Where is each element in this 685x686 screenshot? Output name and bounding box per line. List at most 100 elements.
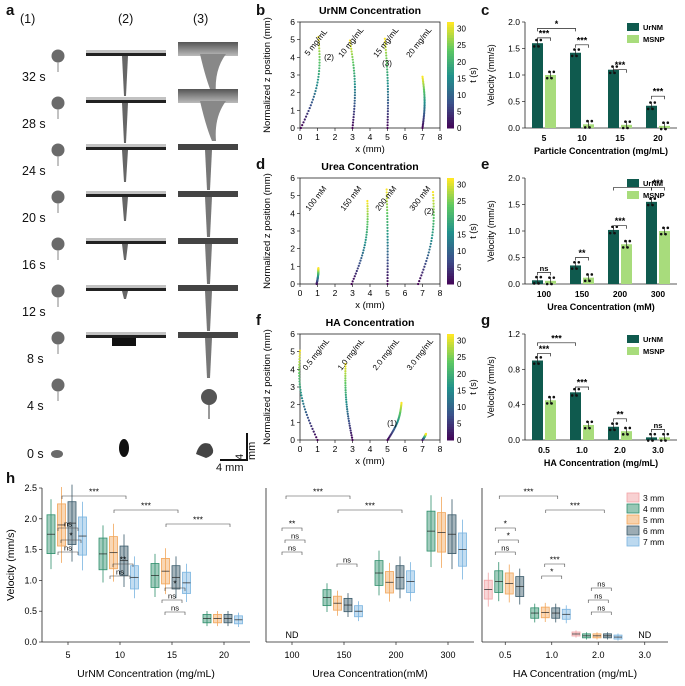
- data-point: [548, 395, 551, 399]
- colorbar-cell: [447, 241, 454, 245]
- trajectory-point: [351, 121, 355, 124]
- data-point: [649, 432, 652, 436]
- x-axis-label: UrNM Concentration (mg/mL): [77, 668, 215, 680]
- data-point: [621, 433, 625, 436]
- colorbar-tick-label: 5: [457, 263, 462, 272]
- data-point: [626, 433, 629, 436]
- trajectory-point: [298, 383, 301, 386]
- plume-col2: [112, 338, 136, 346]
- chart-b-urnm-trajectory: UrNM Concentration 0 1 2 3 4 5 6 7 8 0 1 2 3 4 5 6 x (mm)…: [262, 5, 478, 155]
- data-point: [575, 394, 578, 397]
- x-tick-label: 150: [336, 650, 351, 660]
- colorbar-cell: [447, 45, 454, 49]
- droplet-col1: [51, 331, 65, 345]
- significance-label: *: [504, 519, 508, 529]
- x-tick-label: 1.0: [576, 445, 588, 455]
- trajectory-point: [344, 365, 347, 368]
- data-point: [532, 362, 536, 365]
- y-tick-label: 0.0: [508, 435, 520, 445]
- trajectory-point: [386, 276, 389, 280]
- trajectory-point: [344, 389, 347, 392]
- data-point: [628, 426, 632, 430]
- trajectory-point: [363, 246, 366, 249]
- trajectory-point: [353, 102, 356, 105]
- significance-label: ns: [343, 556, 351, 565]
- colorbar-cell: [447, 183, 454, 187]
- data-point: [621, 246, 625, 249]
- trajectory-point: [422, 114, 426, 117]
- trajectory-point: [423, 102, 426, 106]
- colorbar-cell: [447, 389, 454, 393]
- trajectory-point: [344, 372, 347, 375]
- not-detected-label: ND: [638, 630, 651, 640]
- trajectory-point: [420, 274, 423, 277]
- x-tick-label: 100: [537, 289, 551, 299]
- trajectory-point: [316, 438, 319, 442]
- significance-label: ***: [193, 515, 204, 525]
- y-tick-label: 2.0: [24, 514, 37, 524]
- trajectory-point: [385, 188, 388, 191]
- colorbar-cell: [447, 185, 454, 190]
- bar-msnp: [545, 400, 556, 440]
- x-tick-label: 20: [653, 133, 663, 143]
- trajectory-point: [386, 82, 389, 85]
- trajectory-point: [419, 277, 422, 280]
- colorbar-cell: [447, 357, 454, 361]
- chart-d-urea-trajectory: Urea Concentration 0 1 2 3 4 5 6 7 8 0 1 2 3 4 5 6 x (mm)…: [262, 161, 478, 311]
- x-tick-label: 5: [385, 288, 390, 298]
- legend-swatch: [627, 191, 639, 199]
- trajectory-point: [351, 280, 354, 283]
- trajectory-point: [304, 115, 308, 118]
- y-tick-label: 6: [290, 17, 295, 27]
- x-tick-label: 6: [403, 132, 408, 142]
- colorbar-cell: [447, 244, 454, 248]
- significance-label: ***: [615, 216, 626, 226]
- legend-swatch: [627, 23, 639, 31]
- trajectory-point: [303, 405, 306, 408]
- scale-bar-vertical: [246, 433, 248, 461]
- trajectory-point: [386, 76, 389, 79]
- trajectory-point: [345, 400, 348, 404]
- trajectory-point: [298, 352, 301, 355]
- trajectory-point: [423, 109, 426, 112]
- trajectory-point: [318, 47, 321, 50]
- significance-bracket: [61, 495, 127, 499]
- trajectory-point: [386, 104, 390, 107]
- data-point: [575, 267, 578, 270]
- trajectory-point: [384, 46, 387, 49]
- data-point: [588, 426, 591, 430]
- colorbar-cell: [447, 48, 454, 52]
- trajectory-point: [315, 87, 318, 90]
- plume-col3: [200, 101, 226, 141]
- trajectory-point: [432, 199, 435, 202]
- colorbar-cell: [447, 394, 454, 399]
- trajectory-point: [344, 362, 347, 366]
- trajectory-point: [366, 223, 369, 226]
- x-tick-label: 10: [115, 650, 125, 660]
- colorbar-tick-label: 20: [457, 370, 466, 379]
- significance-label: ***: [539, 28, 550, 38]
- colorbar-cell: [447, 363, 454, 367]
- trajectory-point: [386, 73, 389, 77]
- colorbar-cell: [447, 405, 454, 409]
- colorbar-cell: [447, 69, 454, 73]
- y-tick-label: 1: [290, 417, 295, 427]
- trajectory-point: [299, 391, 302, 394]
- trajectory-point: [360, 256, 363, 260]
- legend-label: UrNM: [643, 23, 663, 32]
- trajectory-point: [354, 272, 357, 275]
- trajectory-point: [386, 241, 389, 244]
- trajectory-point: [386, 220, 389, 224]
- colorbar-cell: [447, 257, 454, 261]
- significance-bracket: [575, 386, 589, 390]
- colorbar-cell: [447, 233, 454, 237]
- x-tick-label: 7: [420, 288, 425, 298]
- colorbar-cell: [447, 24, 454, 28]
- droplet-col1: [51, 284, 65, 298]
- colorbar-cell: [447, 368, 454, 372]
- colorbar-cell: [447, 180, 454, 184]
- y-tick-label: 4: [290, 364, 295, 374]
- data-point: [664, 439, 667, 442]
- colorbar-tick-label: 15: [457, 74, 466, 83]
- trajectory-point: [386, 229, 389, 232]
